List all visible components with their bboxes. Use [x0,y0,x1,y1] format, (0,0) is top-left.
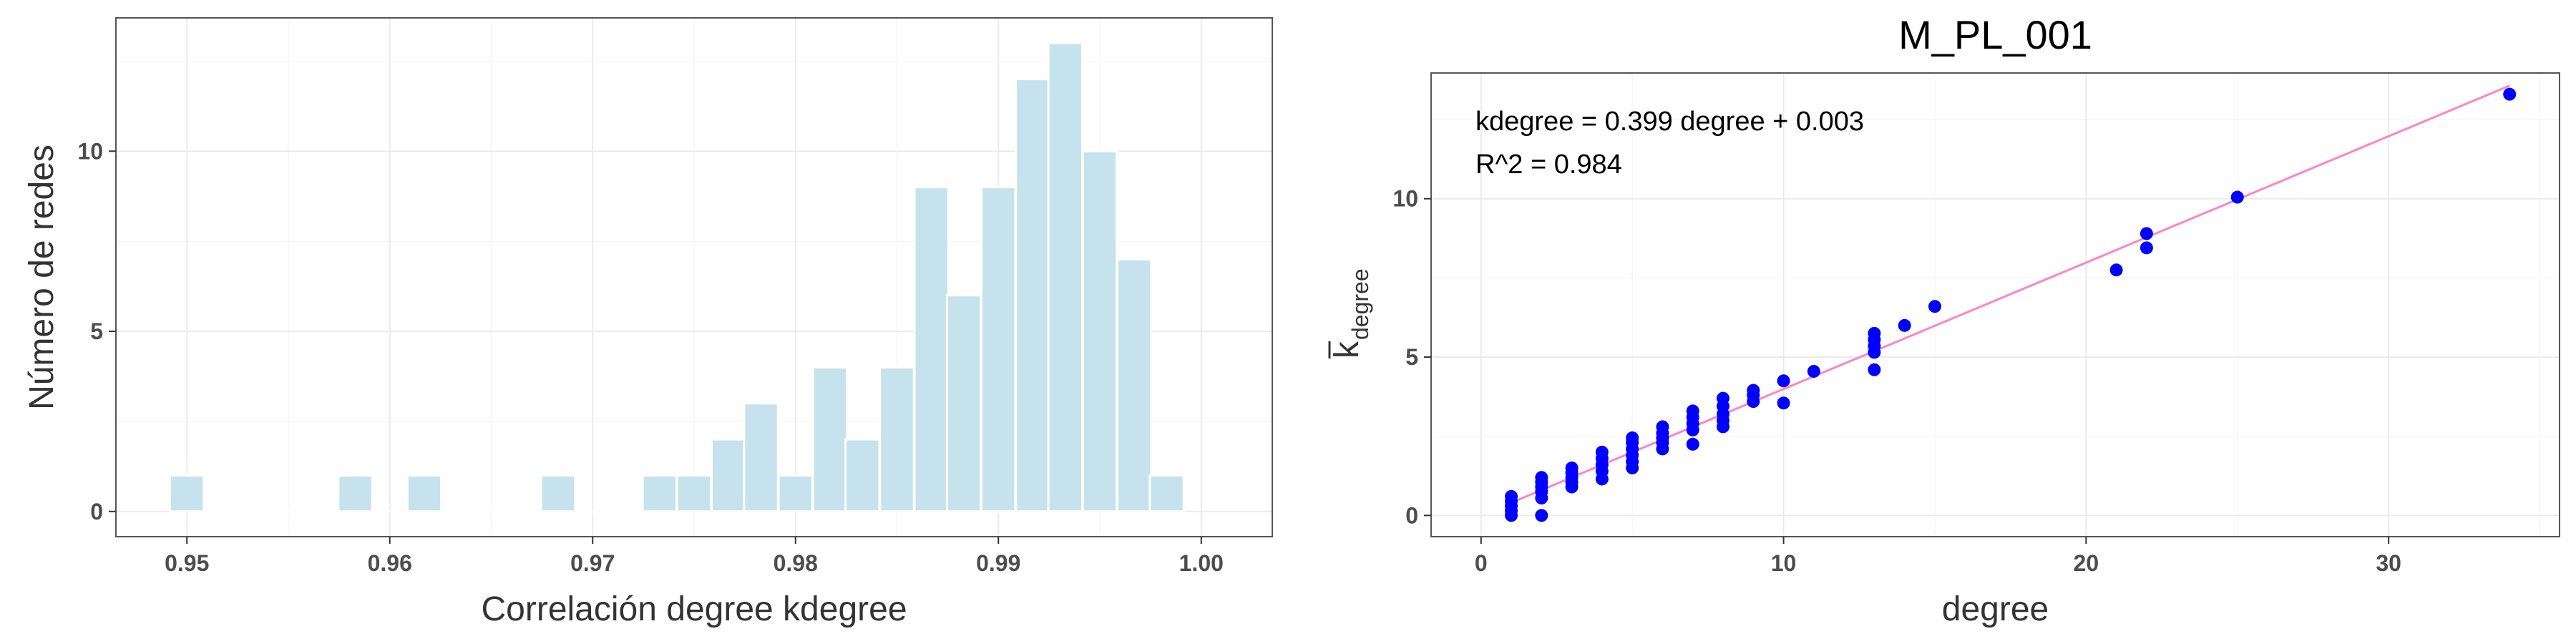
histogram-bar [641,474,678,513]
histogram-bar [540,474,577,513]
scatter-x-tick-label: 30 [2376,550,2401,576]
scatter-point [2230,190,2244,204]
scatter-point [2140,227,2153,240]
scatter-point [1868,326,1881,340]
scatter-point [1716,391,1729,405]
histogram-bar [337,474,374,513]
scatter-y-tick-label: 5 [1405,344,1418,370]
scatter-point [1595,445,1609,459]
histogram-x-tick-label: 0.97 [570,550,615,576]
histogram-bar [811,366,849,513]
scatter-gridlines [1431,73,2560,537]
scatter-point [1505,489,1518,503]
histogram-x-tick-label: 0.99 [976,550,1020,576]
scatter-y-ticks: 0 5 10 [1392,186,1431,528]
scatter-y-axis-title: k degree [1328,268,1373,358]
histogram-bars [169,42,1185,513]
scatter-point [1535,509,1548,522]
histogram-bar [169,474,205,513]
histogram-bar [777,474,814,513]
scatter-panel-border [1430,72,2560,537]
scatter-point [1565,461,1579,474]
scatter-x-ticks: 0 10 20 30 [1475,537,2401,576]
histogram-panel-border [115,17,1273,537]
scatter-point [1868,363,1881,376]
histogram-x-axis-title: Correlación degree kdegree [481,590,907,628]
histogram-bar [675,474,713,513]
r-squared-annotation: R^2 = 0.984 [1475,150,1622,180]
histogram-y-tick-label: 10 [77,138,103,164]
scatter-point [2140,241,2153,255]
scatter-point [2503,87,2517,101]
histogram-bar [913,186,950,513]
y-axis-title-subscript: degree [1347,268,1373,340]
histogram-bar [1148,474,1185,513]
histogram-x-tick-label: 0.95 [165,550,209,576]
scatter-chart: M_PL_001 kdegree = 0.399 degree + 0.003 … [1328,12,2560,628]
scatter-point [1807,364,1820,378]
scatter-points [1505,87,2517,522]
scatter-point [1535,471,1548,484]
histogram-bar [1116,258,1153,513]
scatter-point [1928,300,1941,313]
histogram-x-tick-label: 0.98 [774,550,818,576]
scatter-regression-line [1511,84,2510,504]
scatter-y-tick-label: 10 [1392,186,1418,212]
histogram-chart: 0.95 0.96 0.97 0.98 0.99 1.00 0 5 10 Correlació… [23,17,1273,628]
scatter-x-tick-label: 0 [1475,550,1488,576]
scatter-point [2109,263,2123,277]
histogram-bar [711,438,747,513]
histogram-y-tick-label: 5 [90,318,103,344]
histogram-bar [879,366,915,513]
scatter-plot-title: M_PL_001 [1898,12,2092,57]
histogram-bar [844,438,881,513]
histogram-y-axis-title: Número de redes [23,145,61,410]
histogram-bar [1047,42,1083,513]
histogram-x-tick-label: 1.00 [1179,550,1224,576]
scatter-x-tick-label: 10 [1771,550,1797,576]
histogram-y-tick-label: 0 [90,499,103,525]
histogram-bar [1015,78,1051,513]
y-axis-title-main: k [1328,341,1366,358]
scatter-y-tick-label: 0 [1405,502,1418,528]
scatter-point [1898,318,1911,332]
histogram-bar [743,402,779,513]
histogram-bar [406,474,443,513]
histogram-bar [980,186,1017,513]
regression-equation-annotation: kdegree = 0.399 degree + 0.003 [1475,107,1864,137]
scatter-point [1747,384,1760,397]
histogram-bar [945,294,982,513]
scatter-point [1656,420,1669,434]
scatter-point [1777,396,1790,410]
scatter-point [1686,404,1699,418]
histogram-bar [1081,150,1118,513]
histogram-y-ticks: 0 5 10 [77,138,116,525]
histogram-x-ticks: 0.95 0.96 0.97 0.98 0.99 1.00 [165,537,1224,576]
scatter-point [1686,437,1699,451]
histogram-x-tick-label: 0.96 [368,550,412,576]
scatter-x-axis-title: degree [1942,590,2049,628]
scatter-point [1777,374,1790,388]
scatter-point [1626,431,1639,444]
scatter-x-tick-label: 20 [2074,550,2099,576]
